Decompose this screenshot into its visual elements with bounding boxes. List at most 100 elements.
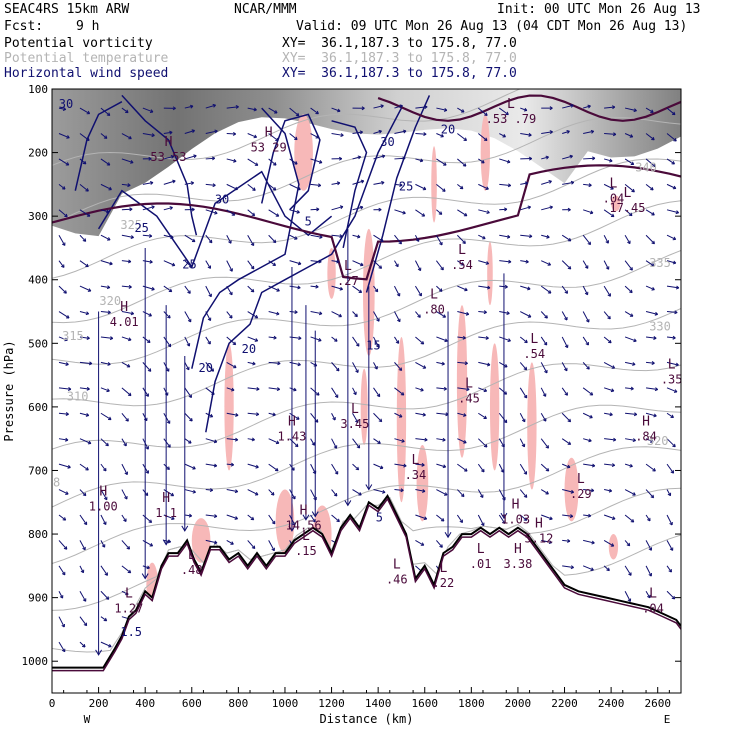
wind-vector (625, 438, 636, 443)
wind-vector (415, 105, 428, 110)
wind-vector (624, 260, 633, 271)
wind-vector (121, 387, 132, 397)
wind-vector (352, 413, 359, 424)
wind-vector (540, 438, 549, 449)
pv-extremum-type: L (439, 561, 447, 576)
theta-label: 310 (67, 390, 89, 404)
wind-vector (289, 260, 302, 266)
pv-extremum-type: L (458, 243, 466, 258)
theta-contour (52, 89, 522, 166)
wind-vector (498, 107, 509, 116)
wind-vector (121, 183, 131, 188)
wind-vector (582, 387, 594, 396)
wind-vector (540, 336, 548, 346)
x-tick-label: 1600 (411, 697, 438, 710)
wind-vector (58, 260, 65, 268)
wind-vector (184, 207, 195, 212)
wind-vector (478, 310, 487, 315)
wind-vector (79, 336, 90, 340)
wind-vector (79, 361, 93, 366)
wind-vector (583, 488, 595, 493)
pv-extremum-value: .01 (470, 557, 492, 571)
wind-vector (645, 540, 653, 551)
x-tick-label: 800 (228, 697, 248, 710)
wind-vector (163, 206, 173, 211)
wind-vector (331, 489, 338, 497)
wind-vector (121, 158, 134, 164)
wind-vector (268, 260, 277, 267)
wind-vector (121, 514, 127, 522)
wind-vector (142, 156, 152, 161)
wind-vector (477, 463, 485, 473)
wind-vector (289, 234, 298, 240)
wind-vector (500, 273, 508, 520)
wind-vector (499, 259, 512, 264)
wind-speed-label: 25 (134, 221, 148, 235)
wind-vector (268, 361, 281, 366)
wind-vector (394, 488, 404, 493)
terrain-underground (52, 495, 681, 693)
wind-vector (226, 462, 235, 467)
wind-vector (666, 565, 672, 573)
wind-vector (624, 158, 635, 166)
pink-region (480, 114, 490, 191)
pv-extremum-value: 4.01 (110, 315, 139, 329)
wind-vector (499, 183, 512, 188)
wind-vector (289, 412, 300, 420)
wind-vector (352, 387, 357, 396)
wind-vector (604, 488, 613, 493)
wind-vector (247, 463, 259, 469)
wind-vector (226, 183, 238, 191)
pv-contour (377, 94, 681, 122)
pv-extremum-value: .84 (635, 430, 657, 444)
wind-vector (625, 386, 634, 391)
pv-contour (52, 164, 681, 281)
wind-vector (310, 514, 316, 523)
wind-vector (561, 336, 569, 349)
wind-vector (247, 209, 256, 217)
x-tick-label: 600 (182, 697, 202, 710)
wind-vector (100, 336, 114, 341)
theta-contour (52, 250, 681, 365)
wind-vector (331, 387, 339, 398)
wind-vector (666, 540, 674, 551)
wind-vector (247, 540, 256, 550)
wind-vector (498, 463, 505, 473)
wind-speed-contour (365, 95, 431, 293)
wind-vector (583, 183, 592, 188)
pv-shading (52, 89, 681, 237)
wind-vector (457, 133, 468, 142)
wind-speed-label: 20 (242, 342, 256, 356)
wind-vector (142, 205, 155, 211)
wind-vector (645, 412, 657, 418)
wind-vector (394, 336, 400, 344)
wind-vector (79, 234, 87, 242)
pv-extremum-type: H (288, 415, 296, 430)
wind-vector (247, 412, 260, 417)
wind-vector (604, 412, 613, 417)
x-tick-label: 2600 (644, 697, 671, 710)
wind-vector (288, 267, 296, 532)
pv-extremum: H4.01 (110, 300, 139, 329)
wind-vector (436, 311, 447, 318)
wind-vector (499, 133, 506, 138)
wind-vector (645, 591, 651, 599)
wind-vector (666, 310, 678, 315)
pv-extremum-type: L (393, 558, 401, 573)
wind-vector (268, 412, 276, 417)
wind-vector (604, 463, 616, 468)
y-tick-label: 1000 (22, 655, 49, 668)
wind-vector (310, 207, 320, 212)
wind-vector (582, 336, 589, 346)
wind-speed-contour (74, 101, 123, 191)
pv-extremum-value: .04 (603, 191, 625, 205)
wind-vector (142, 362, 152, 372)
wind-vector (561, 463, 571, 469)
x-tick-label: 1400 (365, 697, 392, 710)
wind-vector (121, 234, 134, 239)
theta-contour (52, 446, 681, 564)
wind-vector (268, 438, 280, 445)
field-xy-wind: XY= 36.1,187.3 to 175.8, 77.0 (282, 66, 517, 81)
pv-extremum-value: .46 (386, 573, 408, 587)
wind-vector (520, 311, 532, 318)
